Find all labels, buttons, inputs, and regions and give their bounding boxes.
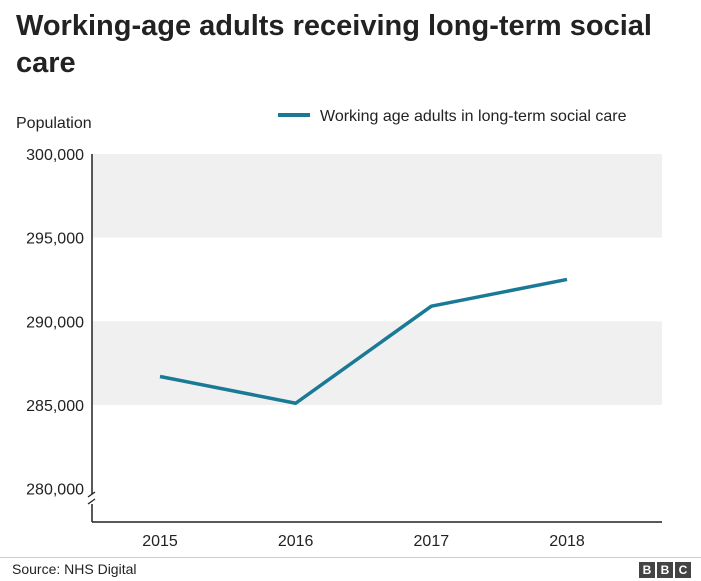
x-tick-label: 2018: [549, 533, 585, 550]
series: [159, 277, 568, 405]
logo-letter-c: C: [675, 562, 691, 578]
x-axis-ticks: 2015 2016 2017 2018: [142, 533, 585, 550]
line-chart: Population Working age adults in long-te…: [16, 108, 662, 550]
bbc-logo: B B C: [639, 562, 691, 578]
background-band-1: [92, 154, 662, 238]
y-axis-title: Population: [16, 115, 92, 132]
series-line-0: [159, 277, 568, 405]
legend: Working age adults in long-term social c…: [278, 108, 627, 125]
y-tick-label: 280,000: [26, 482, 84, 499]
logo-letter-b1: B: [639, 562, 655, 578]
background-bands: [92, 154, 662, 405]
logo-letter-b2: B: [657, 562, 673, 578]
axes: [87, 154, 662, 523]
legend-label: Working age adults in long-term social c…: [320, 108, 627, 125]
y-tick-label: 300,000: [26, 147, 84, 164]
y-axis-ticks: 280,000 285,000 290,000 295,000 300,000: [26, 147, 84, 499]
axis-break-mark-2: [87, 498, 96, 505]
y-tick-label: 295,000: [26, 231, 84, 248]
source-note: Source: NHS Digital: [12, 561, 137, 577]
x-tick-label: 2015: [142, 533, 178, 550]
background-band-0: [92, 321, 662, 405]
axis-break-mark-1: [87, 491, 96, 498]
y-tick-label: 290,000: [26, 314, 84, 331]
x-tick-label: 2016: [278, 533, 314, 550]
chart-title: Working-age adults receiving long-term s…: [16, 10, 652, 79]
x-tick-label: 2017: [414, 533, 450, 550]
y-tick-label: 285,000: [26, 398, 84, 415]
footer-divider: [0, 557, 701, 558]
